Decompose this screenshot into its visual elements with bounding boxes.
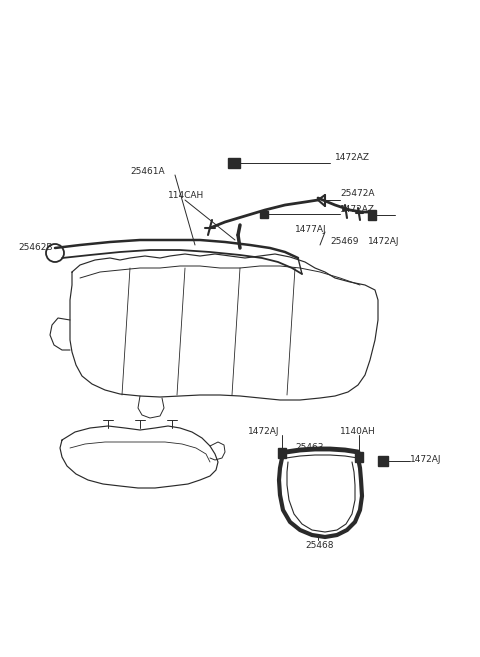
Text: 1140AH: 1140AH [340, 428, 376, 436]
Bar [368, 210, 376, 220]
Bar [278, 448, 286, 458]
Bar [378, 456, 388, 466]
Bar [355, 452, 363, 462]
Text: 1472AZ: 1472AZ [340, 206, 375, 214]
Text: 25472A: 25472A [340, 189, 374, 198]
Text: 1477AJ: 1477AJ [295, 225, 326, 235]
Text: 25468: 25468 [305, 541, 334, 549]
Text: 1472AZ: 1472AZ [335, 154, 370, 162]
Text: 1472AJ: 1472AJ [368, 237, 399, 246]
Text: 114CAH: 114CAH [168, 191, 204, 200]
Text: 25462B: 25462B [18, 244, 52, 252]
Bar [228, 158, 240, 168]
Text: 1472AJ: 1472AJ [248, 428, 279, 436]
Text: 25463: 25463 [295, 443, 324, 451]
Bar [260, 211, 268, 218]
Text: 25461A: 25461A [130, 168, 165, 177]
Text: 1472AJ: 1472AJ [410, 455, 442, 464]
Text: 25469: 25469 [330, 237, 359, 246]
